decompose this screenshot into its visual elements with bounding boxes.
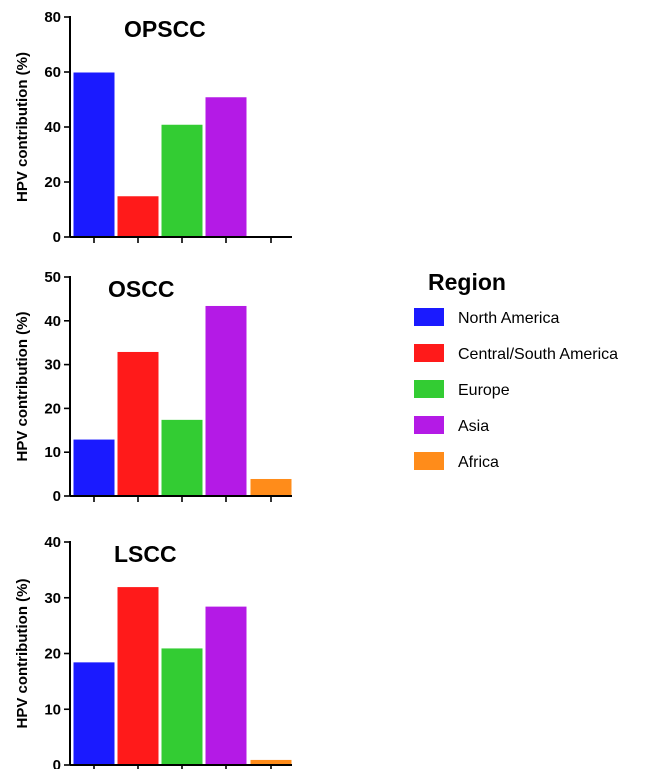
y-axis-label: HPV contribution (%) bbox=[14, 312, 31, 462]
legend-entry: Europe bbox=[414, 380, 510, 399]
legend-label: Africa bbox=[458, 454, 499, 471]
bar-oscc-4 bbox=[204, 304, 248, 497]
legend-label: North America bbox=[458, 310, 559, 327]
bar-opscc-2 bbox=[116, 195, 160, 238]
y-tick-label: 10 bbox=[44, 444, 61, 461]
panel-title: OSCC bbox=[108, 276, 174, 302]
legend-swatch bbox=[414, 344, 444, 362]
bar-lscc-4 bbox=[204, 605, 248, 766]
y-tick-label: 20 bbox=[44, 174, 61, 191]
legend-label: Central/South America bbox=[458, 346, 618, 363]
legend-label: Asia bbox=[458, 418, 489, 435]
y-tick-label: 50 bbox=[44, 269, 61, 286]
legend-entry: Africa bbox=[414, 452, 499, 471]
legend-entry: Central/South America bbox=[414, 344, 618, 363]
y-tick-label: 0 bbox=[53, 757, 61, 769]
chart-panel-lscc: 0 10 20 30 40 LSCC HPV contribution (%) bbox=[14, 534, 293, 769]
y-tick-label: 30 bbox=[44, 590, 61, 607]
y-tick-label: 80 bbox=[44, 9, 61, 26]
y-tick-label: 20 bbox=[44, 400, 61, 417]
legend-swatch bbox=[414, 308, 444, 326]
y-tick-label: 40 bbox=[44, 119, 61, 136]
y-tick-label: 40 bbox=[44, 313, 61, 330]
bar-lscc-3 bbox=[160, 647, 204, 766]
bar-opscc-1 bbox=[72, 71, 116, 238]
legend-label: Europe bbox=[458, 382, 510, 399]
y-tick-label: 0 bbox=[53, 229, 61, 246]
legend: Region North America Central/South Americ… bbox=[414, 269, 618, 471]
chart-panel-opscc: 0 20 40 60 80 OPSCC HPV contribution (%) bbox=[14, 9, 292, 246]
bar-oscc-5 bbox=[249, 477, 293, 497]
legend-swatch bbox=[414, 416, 444, 434]
bar-lscc-2 bbox=[116, 586, 160, 766]
bar-opscc-3 bbox=[160, 123, 204, 238]
bar-oscc-2 bbox=[116, 350, 160, 497]
y-tick-label: 60 bbox=[44, 64, 61, 81]
legend-swatch bbox=[414, 452, 444, 470]
bar-oscc-1 bbox=[72, 438, 116, 497]
legend-title: Region bbox=[428, 269, 506, 295]
y-tick-label: 30 bbox=[44, 357, 61, 374]
y-tick-label: 40 bbox=[44, 534, 61, 551]
y-axis-label: HPV contribution (%) bbox=[14, 579, 31, 729]
y-tick-label: 20 bbox=[44, 646, 61, 663]
legend-entry: North America bbox=[414, 308, 559, 327]
y-tick-label: 0 bbox=[53, 488, 61, 505]
panel-title: OPSCC bbox=[124, 16, 206, 42]
y-tick-label: 10 bbox=[44, 701, 61, 718]
bar-oscc-3 bbox=[160, 418, 204, 497]
chart-panels: 0 20 40 60 80 OPSCC HPV contribution (%) 0 10 20 3… bbox=[14, 9, 293, 769]
legend-entries: North America Central/South America Europe… bbox=[414, 308, 618, 471]
chart-panel-oscc: 0 10 20 30 40 50 OSCC HPV contribution (%) bbox=[14, 269, 293, 505]
bar-opscc-4 bbox=[204, 96, 248, 238]
legend-swatch bbox=[414, 380, 444, 398]
panel-title: LSCC bbox=[114, 541, 177, 567]
legend-entry: Asia bbox=[414, 416, 489, 435]
y-axis-label: HPV contribution (%) bbox=[14, 52, 31, 202]
bar-lscc-1 bbox=[72, 661, 116, 766]
